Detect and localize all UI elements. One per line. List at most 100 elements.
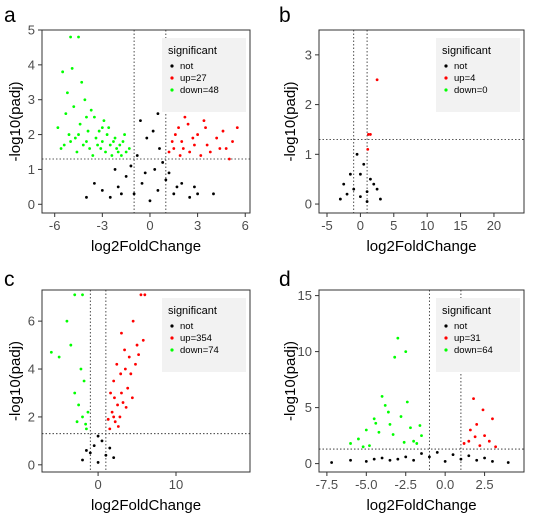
point-down [362,445,365,448]
point-down [112,140,115,143]
point-down [122,140,125,143]
point-up [124,368,127,371]
point-down [101,126,104,129]
point-up [113,396,116,399]
point-not [372,183,375,186]
point-not [93,444,96,447]
legend-entry-down: down=74 [180,345,219,356]
point-down [125,151,128,154]
x-tick-label: 10 [169,477,183,492]
point-not [117,185,120,188]
point-not [196,192,199,195]
point-down [66,320,69,323]
point-not [491,460,494,463]
point-down [77,404,80,407]
legend-swatch-up [170,76,173,79]
point-up [114,420,117,423]
point-not [85,196,88,199]
point-down [69,344,72,347]
x-tick-label: 0 [357,218,364,233]
point-not [101,189,104,192]
point-down [64,112,67,115]
point-down [98,130,101,133]
x-tick-label: 0 [146,218,153,233]
point-not [188,196,191,199]
volcano-plot-d: 0 5 10 15 -7.5 -5.0 -2.5 0.0 2.5 significant notup… [275,264,550,528]
x-tick-label: -3 [97,218,109,233]
x-tick-label: 6 [242,218,249,233]
point-up [199,154,202,157]
legend-entry-down: down=64 [454,345,493,356]
point-up [131,396,134,399]
point-not [114,168,117,171]
legend-entry-down: down=48 [180,85,219,96]
legend-entry-down: down=0 [454,85,488,96]
point-not [352,188,355,191]
point-up [203,119,206,122]
point-down [393,356,396,359]
point-down [109,144,112,147]
point-not [149,199,152,202]
point-down [365,429,368,432]
legend-entry-up: up=27 [180,73,207,84]
point-up [204,126,207,129]
volcano-plot-a: 012345-6 -3 0 3 6significantnotup=27down=48l… [0,0,275,264]
point-not [81,459,84,462]
x-tick-label: 10 [420,218,434,233]
y-tick-label: 5 [305,400,312,415]
point-up [236,126,239,129]
point-down [72,105,75,108]
x-axis-title: log2FoldChange [366,497,476,514]
point-up [122,401,125,404]
legend-entry-not: not [454,321,468,332]
y-tick-label: 0 [305,197,312,212]
point-up [111,411,114,414]
point-down [118,144,121,147]
x-tick-label: -7.5 [316,477,338,492]
point-down [99,147,102,150]
point-up [172,147,175,150]
point-not [153,168,156,171]
point-not [362,163,365,166]
point-up [142,339,145,342]
x-tick-label: -2.5 [395,477,417,492]
point-down [76,420,79,423]
point-down [368,444,371,447]
point-down [115,147,118,150]
point-down [85,140,88,143]
point-up [483,434,486,437]
point-down [403,441,406,444]
point-not [157,112,160,115]
legend-swatch-down [170,348,173,351]
point-not [356,153,359,156]
point-not [158,147,161,150]
point-down [381,395,384,398]
point-down [73,392,76,395]
point-not [161,161,164,164]
point-down [61,70,64,73]
point-down [50,351,53,354]
legend-swatch-down [170,88,173,91]
point-down [128,147,131,150]
point-down [400,415,403,418]
point-down [93,116,96,119]
point-not [112,456,115,459]
point-up [143,293,146,296]
point-not [349,459,352,462]
point-not [157,189,160,192]
legend-swatch-not [444,64,447,67]
point-down [83,380,86,383]
point-not [467,454,470,457]
point-not [396,458,399,461]
point-down [384,404,387,407]
y-axis-title: -log10(padj) [282,341,299,421]
legend-swatch-up [444,76,447,79]
point-not [389,459,392,462]
x-axis-title: log2FoldChange [91,497,201,514]
point-up [469,429,472,432]
point-up [478,444,481,447]
point-not [420,452,423,455]
legend-entry-up: up=31 [454,333,481,344]
x-tick-label: -5.0 [355,477,377,492]
